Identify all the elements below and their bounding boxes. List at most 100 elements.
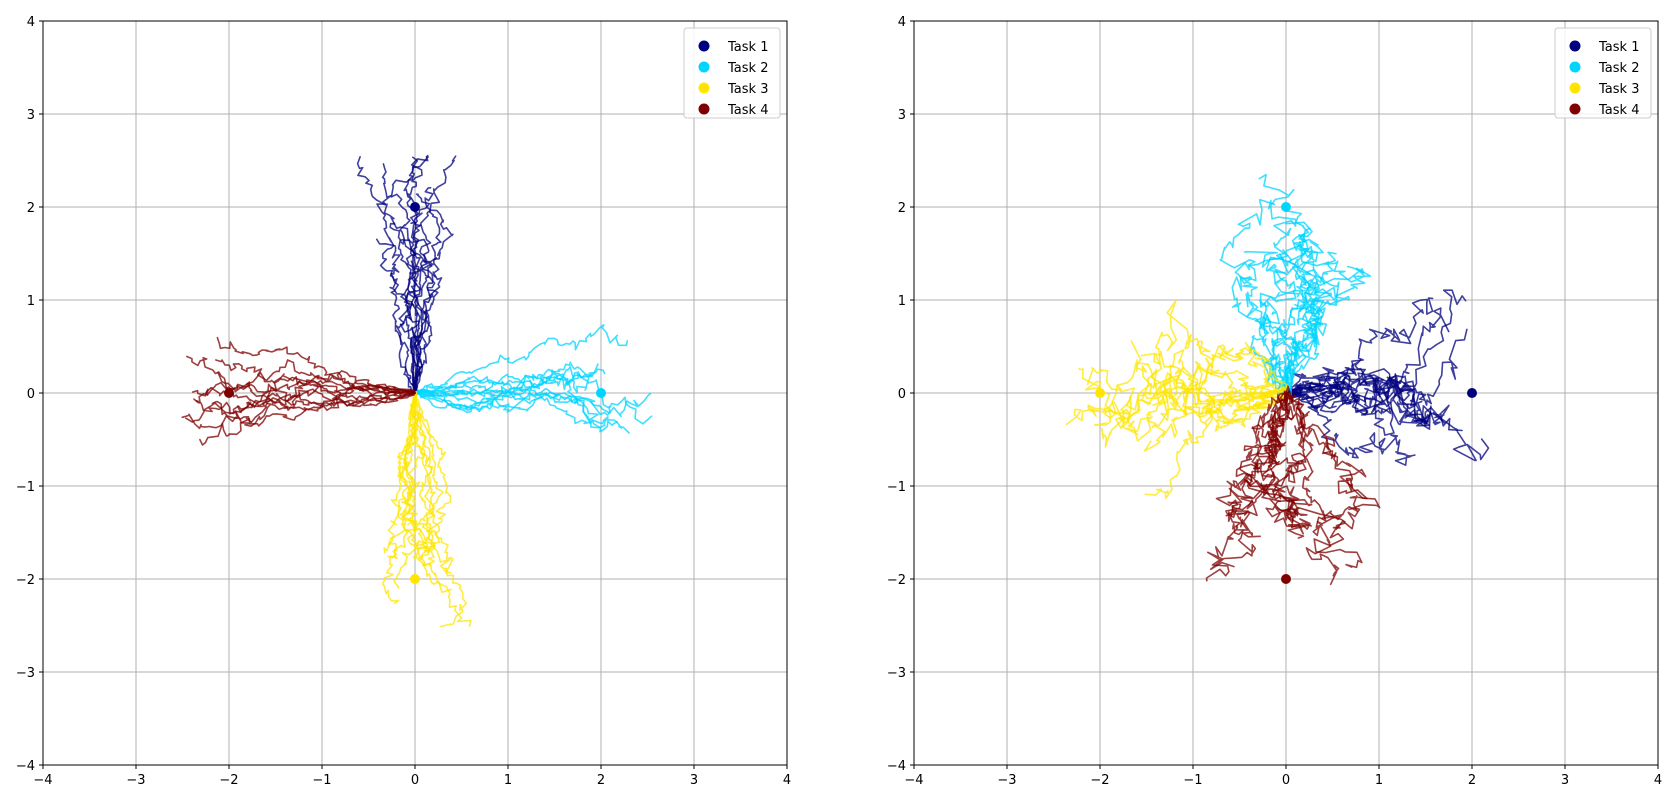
x-tick-label: −2 — [219, 773, 238, 788]
legend-marker — [698, 40, 710, 52]
y-tick-label: −2 — [887, 573, 906, 588]
trajectory-task-4 — [1243, 392, 1346, 529]
trajectories — [1065, 173, 1490, 586]
trajectory-task-1 — [1285, 366, 1432, 425]
goal-markers — [1095, 202, 1477, 584]
trajectory-task-4 — [1243, 392, 1310, 539]
legend-label: Task 2 — [1598, 61, 1639, 76]
axes: −4 −3 −2 −1 0 1 2 3 4 −4 −3 −2 −1 0 1 2 3 4 — [887, 15, 1662, 788]
y-tick-label: 2 — [898, 201, 906, 216]
trajectory-task-3 — [1065, 358, 1287, 426]
axes: −4 −3 −2 −1 0 1 2 3 4 −4 −3 −2 −1 0 1 2 3 4 — [16, 15, 791, 788]
x-tick-label: −3 — [997, 773, 1016, 788]
x-tick-label: −4 — [904, 773, 923, 788]
trajectory-task-1 — [375, 238, 422, 394]
y-tick-label: 2 — [27, 201, 35, 216]
trajectory-task-2 — [414, 369, 590, 410]
trajectory-task-1 — [1284, 359, 1427, 406]
legend-label: Task 4 — [727, 103, 768, 118]
trajectory-task-4 — [1285, 392, 1368, 527]
trajectory-task-4 — [186, 355, 416, 412]
trajectory-task-4 — [185, 390, 416, 427]
trajectory-task-3 — [1093, 364, 1287, 442]
trajectory-task-3 — [1140, 299, 1287, 394]
trajectory-task-2 — [1265, 221, 1313, 400]
x-tick-label: 3 — [1561, 773, 1569, 788]
x-tick-label: 2 — [1468, 773, 1476, 788]
trajectory-task-2 — [1285, 238, 1350, 394]
legend-label: Task 4 — [1598, 103, 1639, 118]
x-tick-label: −3 — [126, 773, 145, 788]
x-tick-label: 4 — [783, 773, 791, 788]
trajectory-task-3 — [1152, 361, 1289, 415]
y-tick-label: 0 — [27, 387, 35, 402]
goal-marker-task-1 — [410, 202, 420, 212]
trajectory-task-4 — [1265, 385, 1314, 530]
trajectory-task-1 — [1285, 289, 1467, 405]
goal-marker-task-3 — [1095, 388, 1105, 398]
goal-marker-task-3 — [410, 574, 420, 584]
trajectory-task-1 — [1283, 377, 1446, 427]
goal-marker-task-1 — [1467, 388, 1477, 398]
trajectory-task-1 — [1278, 388, 1490, 462]
y-tick-label: −4 — [16, 759, 35, 774]
trajectory-task-2 — [414, 390, 592, 425]
legend-label: Task 1 — [1598, 40, 1639, 55]
y-tick-label: −1 — [16, 480, 35, 495]
trajectory-task-1 — [356, 156, 428, 394]
legend-label: Task 1 — [727, 40, 768, 55]
legend-marker — [698, 103, 710, 115]
x-tick-label: −1 — [1183, 773, 1202, 788]
legend-label: Task 2 — [727, 61, 768, 76]
trajectory-task-3 — [393, 392, 444, 589]
y-tick-label: 4 — [27, 15, 35, 30]
legend: Task 1 Task 2 Task 3 Task 4 — [683, 27, 781, 119]
trajectory-task-3 — [413, 392, 452, 561]
trajectory-task-3 — [403, 392, 452, 574]
x-tick-label: 3 — [690, 773, 698, 788]
y-tick-label: −1 — [887, 480, 906, 495]
x-tick-label: 2 — [597, 773, 605, 788]
trajectory-task-1 — [390, 156, 421, 394]
x-tick-label: 0 — [411, 773, 419, 788]
goal-marker-task-2 — [1281, 202, 1291, 212]
trajectory-task-4 — [199, 390, 416, 446]
trajectory-task-2 — [1219, 198, 1301, 396]
trajectory-task-4 — [1279, 392, 1381, 569]
legend-label: Task 3 — [1598, 82, 1639, 97]
goal-marker-task-2 — [596, 388, 606, 398]
trajectories — [181, 154, 653, 628]
legend-box — [1554, 27, 1652, 119]
goal-marker-task-4 — [1281, 574, 1291, 584]
legend-marker — [698, 61, 710, 73]
y-tick-label: −3 — [16, 666, 35, 681]
legend-marker — [1569, 82, 1581, 94]
trajectory-task-2 — [1276, 265, 1365, 394]
x-tick-label: 1 — [504, 773, 512, 788]
trajectory-task-2 — [414, 387, 652, 418]
x-tick-label: 0 — [1282, 773, 1290, 788]
legend-marker — [1569, 103, 1581, 115]
y-tick-label: −4 — [887, 759, 906, 774]
goal-marker-task-4 — [224, 388, 234, 398]
y-tick-label: 4 — [898, 15, 906, 30]
legend-box — [683, 27, 781, 119]
y-tick-label: −3 — [887, 666, 906, 681]
legend-marker — [698, 82, 710, 94]
trajectory-task-2 — [414, 363, 599, 394]
y-tick-label: −2 — [16, 573, 35, 588]
trajectory-task-4 — [1285, 392, 1340, 586]
legend-label: Task 3 — [727, 82, 768, 97]
trajectory-task-2 — [414, 323, 629, 394]
trajectory-task-4 — [181, 385, 416, 430]
y-tick-label: 1 — [898, 294, 906, 309]
x-tick-label: 1 — [1375, 773, 1383, 788]
trajectory-task-2 — [414, 373, 618, 433]
goal-markers — [224, 202, 606, 584]
legend-marker — [1569, 61, 1581, 73]
trajectory-task-3 — [381, 392, 416, 605]
x-tick-label: −2 — [1090, 773, 1109, 788]
